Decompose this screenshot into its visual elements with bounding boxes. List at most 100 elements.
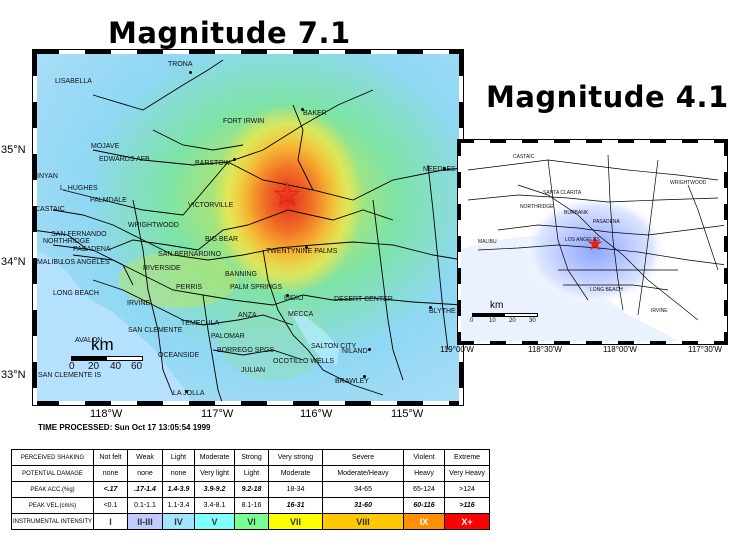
place-label: BURBANK <box>564 210 589 216</box>
place-label: OCOTILLO WELLS <box>273 358 335 365</box>
longitude-label: 118°W <box>90 408 123 420</box>
scale-unit-label: km <box>91 335 114 354</box>
place-label: PALMDALE <box>90 197 127 204</box>
place-label: FORT IRWIN <box>223 118 265 125</box>
inset-intensity-field <box>523 195 667 305</box>
place-label: MALIBU <box>478 239 497 245</box>
place-label: SAN CLEMENTE IS <box>38 372 102 379</box>
scale-tick: 60 <box>131 361 143 372</box>
place-label: SAN CLEMENTE <box>128 327 183 334</box>
time-processed: TIME PROCESSED: Sun Oct 17 13:05:54 1999 <box>38 423 211 432</box>
legend-cell: 18-34 <box>268 481 324 498</box>
scale-bar <box>71 356 143 361</box>
place-label: OCEANSIDE <box>158 352 200 359</box>
city-dot <box>305 246 308 249</box>
intensity-legend-table: PERCEIVED SHAKING Not felt Weak Light Mo… <box>10 449 491 530</box>
place-label: LONG BEACH <box>53 290 99 297</box>
place-label: L. HUGHES <box>60 185 98 192</box>
place-label: WRIGHTWOOD <box>128 222 179 229</box>
city-dot <box>429 306 432 309</box>
intensity-swatch: VII <box>268 513 324 530</box>
legend-row-label: INSTRUMENTAL INTENSITY <box>10 513 95 530</box>
city-dot <box>233 158 236 161</box>
main-shakemap: LISABELLA TRONA BAKER FORT IRWIN MOJAVE … <box>32 49 464 406</box>
longitude-label: 119°00'W <box>440 345 474 354</box>
city-dot <box>443 167 446 170</box>
place-label: TEMECULA <box>181 320 220 327</box>
place-label: MECCA <box>288 311 314 318</box>
legend-cell: >124 <box>444 481 491 498</box>
legend-cell: 3.9-9.2 <box>194 481 236 498</box>
city-dot <box>301 108 304 111</box>
legend-cell: 16-31 <box>268 497 324 514</box>
longitude-label: 118°30'W <box>528 345 562 354</box>
legend-cell: Moderate <box>194 449 236 466</box>
city-dot <box>363 375 366 378</box>
intensity-swatch: VIII <box>322 513 405 530</box>
city-dot <box>189 71 192 74</box>
legend-cell: 34-65 <box>322 481 405 498</box>
scale-bar <box>472 313 538 317</box>
place-label: INYAN <box>37 173 58 180</box>
legend-cell: 60-116 <box>403 497 446 514</box>
place-label: JULIAN <box>241 367 266 374</box>
place-label: EDWARDS AFB <box>99 156 150 163</box>
legend-cell: none <box>127 465 164 482</box>
legend-cell: none <box>93 465 129 482</box>
legend-cell: Very Heavy <box>444 465 491 482</box>
longitude-label: 117°W <box>201 408 234 420</box>
place-label: DESERT CENTER <box>334 296 393 303</box>
place-label: LA JOLLA <box>173 390 205 397</box>
legend-cell: 65-124 <box>403 481 446 498</box>
place-label: LONG BEACH <box>590 287 623 293</box>
inset-road-network <box>467 154 727 321</box>
ocean <box>33 250 193 405</box>
scale-tick: 0 <box>470 318 474 324</box>
place-label: CASTAIC <box>35 206 65 213</box>
scale-tick: 10 <box>489 318 496 324</box>
legend-row-peak-vel: PEAK VEL.(cm/s) <0.1 0.1-1.1 1.1-3.4 3.4… <box>10 497 491 514</box>
scale-tick: 40 <box>110 361 122 372</box>
intensity-swatch: V <box>194 513 236 530</box>
legend-cell: Light <box>162 449 196 466</box>
place-label: BARSTOW <box>195 160 231 167</box>
legend-row-label: PEAK VEL.(cm/s) <box>10 497 95 514</box>
legend-cell: Very strong <box>268 449 324 466</box>
legend-cell: .17-1.4 <box>127 481 164 498</box>
place-label: PASADENA <box>73 246 111 253</box>
longitude-label: 116°W <box>300 408 333 420</box>
scale-unit-label: km <box>490 300 504 311</box>
legend-row-label: POTENTIAL DAMAGE <box>10 465 95 482</box>
place-label: IRVINE <box>651 308 668 314</box>
epicenter-star-icon <box>587 236 603 251</box>
legend-cell: Severe <box>322 449 405 466</box>
city-dot <box>368 348 371 351</box>
legend-cell: 9.2-18 <box>234 481 270 498</box>
latitude-label: 34°N <box>1 256 26 268</box>
place-label: MOJAVE <box>91 143 120 150</box>
place-label: TRONA <box>168 61 193 68</box>
latitude-label: 33°N <box>1 369 26 381</box>
salton-sea <box>288 308 339 365</box>
legend-row-label: PERCEIVED SHAKING <box>10 449 95 466</box>
place-label: PERRIS <box>176 284 203 291</box>
main-shakemap-canvas <box>33 50 463 405</box>
legend-cell: Moderate <box>268 465 324 482</box>
place-label: TWENTYNINE PALMS <box>266 248 338 255</box>
place-label: IRVINE <box>127 300 151 307</box>
place-label: PASADENA <box>593 219 620 225</box>
legend-cell: Violent <box>403 449 446 466</box>
longitude-label: 115°W <box>391 408 424 420</box>
latitude-label: 35°N <box>1 144 26 156</box>
legend-row-peak-acc: PEAK ACC.(%g) <.17 .17-1.4 1.4-3.9 3.9-9… <box>10 481 491 498</box>
legend-row-damage: POTENTIAL DAMAGE none none none Very lig… <box>10 465 491 482</box>
longitude-label: 117°30'W <box>688 345 722 354</box>
scale-tick: 20 <box>88 361 100 372</box>
place-label: PALM SPRINGS <box>230 284 282 291</box>
intensity-swatch: X+ <box>444 513 491 530</box>
place-label: BAKER <box>303 110 327 117</box>
place-label: VICTORVILLE <box>188 202 234 209</box>
place-label: MALIBU <box>37 259 64 266</box>
legend-cell: Light <box>234 465 270 482</box>
city-dot <box>185 390 188 393</box>
